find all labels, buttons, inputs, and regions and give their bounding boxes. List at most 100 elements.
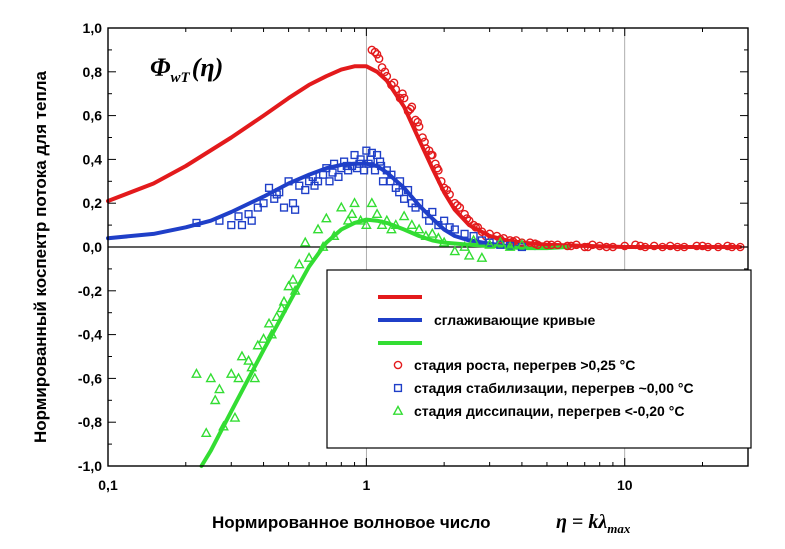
green-triangle-point xyxy=(360,219,372,230)
green-triangle-point xyxy=(406,219,418,230)
green-triangle-point xyxy=(312,223,324,234)
green-triangle-point xyxy=(335,201,347,212)
green-triangle-point xyxy=(276,302,288,313)
red-circle-point xyxy=(398,89,407,98)
legend-triangle-marker xyxy=(392,405,404,415)
blue-square-point xyxy=(215,216,224,225)
blue-square-point xyxy=(359,166,369,175)
blue-square-point xyxy=(366,155,375,164)
red-circle-point xyxy=(547,240,556,250)
blue-square-point xyxy=(308,172,317,182)
blue-square-point xyxy=(469,231,478,241)
green-triangle-point xyxy=(287,273,299,284)
red-circle-point xyxy=(566,241,576,251)
blue-square-point xyxy=(279,203,289,212)
green-triangle-point xyxy=(191,368,202,378)
data-markers xyxy=(191,45,745,438)
red-circle-point xyxy=(372,49,382,59)
legend-square-marker xyxy=(393,383,403,393)
legend: сглаживающие кривые стадия роста, перегр… xyxy=(326,269,752,449)
blue-square-point xyxy=(434,220,443,230)
red-circle-point xyxy=(382,71,392,81)
red-circle-point xyxy=(464,216,474,226)
eta-symbol: η xyxy=(556,511,567,533)
green-triangle-point xyxy=(413,223,425,234)
red-circle-point xyxy=(563,241,572,251)
x-tick-label: 0,1 xyxy=(98,477,118,493)
x-axis-formula: η = kλmax xyxy=(556,511,631,536)
y-tick-label: -0,6 xyxy=(78,370,102,386)
blue-square-point xyxy=(291,205,300,214)
blue-square-point xyxy=(362,146,371,155)
y-tick-label: 0,4 xyxy=(83,151,103,167)
red-circle-point xyxy=(631,240,640,250)
red-circle-point xyxy=(380,67,390,77)
blue-square-point xyxy=(234,212,243,221)
blue-square-point xyxy=(329,159,339,168)
red-circle-point xyxy=(727,242,737,252)
blue-square-point xyxy=(350,150,359,160)
red-circle-point xyxy=(673,242,682,252)
green-triangle-point xyxy=(214,383,225,394)
green-triangle-point xyxy=(236,350,248,361)
red-circle-point xyxy=(389,78,399,88)
red-circle-point xyxy=(636,241,645,251)
green-triangle-point xyxy=(516,238,528,249)
red-circle-point xyxy=(602,242,611,252)
green-triangle-point xyxy=(229,411,241,422)
blue-square-point xyxy=(237,220,247,230)
red-circle-point xyxy=(411,115,420,125)
lambda-symbol: λ xyxy=(597,511,607,533)
green-triangle-point xyxy=(317,241,329,251)
y-tick-label: 0,8 xyxy=(83,64,103,80)
blue-square-point xyxy=(325,177,334,186)
blue-square-point xyxy=(192,218,201,228)
equals-sign: = xyxy=(567,511,588,533)
blue-square-point xyxy=(227,220,236,230)
green-triangle-point xyxy=(328,230,340,240)
red-circle-point xyxy=(395,93,405,103)
red-circle-point xyxy=(432,163,442,173)
green-triangle-point xyxy=(463,249,475,260)
legend-markers xyxy=(392,360,404,415)
green-triangle-point xyxy=(200,427,212,438)
blue-square-point xyxy=(295,181,304,190)
blue-square-point xyxy=(334,172,343,182)
green-triangle-point xyxy=(209,394,221,405)
legend-dissipation-label: стадия диссипации, перегрев <-0,20 °C xyxy=(414,403,684,419)
blue-square-point xyxy=(284,177,293,186)
phi-argument: (η) xyxy=(192,53,224,82)
x-axis-title: Нормированное волновое число xyxy=(212,513,491,532)
green-triangle-point xyxy=(476,251,488,262)
blue-square-point xyxy=(440,216,449,225)
green-triangle-point xyxy=(355,214,366,225)
red-circle-point xyxy=(462,214,472,223)
green-triangle-point xyxy=(398,210,410,221)
green-triangle-point xyxy=(449,245,461,256)
y-tick-labels: 1,0 0,8 0,6 0,4 0,2 0,0 -0,2 -0,4 -0,6 -0,8 -1,0 xyxy=(78,20,102,474)
red-circle-point xyxy=(445,190,454,199)
blue-square-point xyxy=(364,159,373,168)
blue-square-point xyxy=(395,177,405,186)
red-circle-point xyxy=(703,242,713,252)
y-tick-label: 0,2 xyxy=(83,195,103,211)
green-triangle-point xyxy=(263,317,275,328)
red-circle-point xyxy=(407,102,417,112)
red-circle-point xyxy=(525,238,535,247)
phi-formula-label: ΦwT(η) xyxy=(150,53,223,86)
red-circle-point xyxy=(455,203,465,212)
blue-square-point xyxy=(460,229,469,238)
blue-square-point xyxy=(264,183,274,192)
max-subscript: max xyxy=(607,521,631,536)
red-circle-point xyxy=(418,133,427,142)
red-circle-point xyxy=(723,241,732,251)
green-triangle-point xyxy=(342,214,354,225)
blue-square-point xyxy=(425,216,434,225)
blue-square-point xyxy=(382,166,391,175)
red-circle-point xyxy=(374,54,384,63)
y-axis-title: Нормированный коспектр потока для тепла xyxy=(31,70,50,443)
red-circle-point xyxy=(387,80,396,90)
blue-square-point xyxy=(342,161,351,171)
legend-box xyxy=(326,269,752,449)
red-circle-point xyxy=(649,241,659,251)
